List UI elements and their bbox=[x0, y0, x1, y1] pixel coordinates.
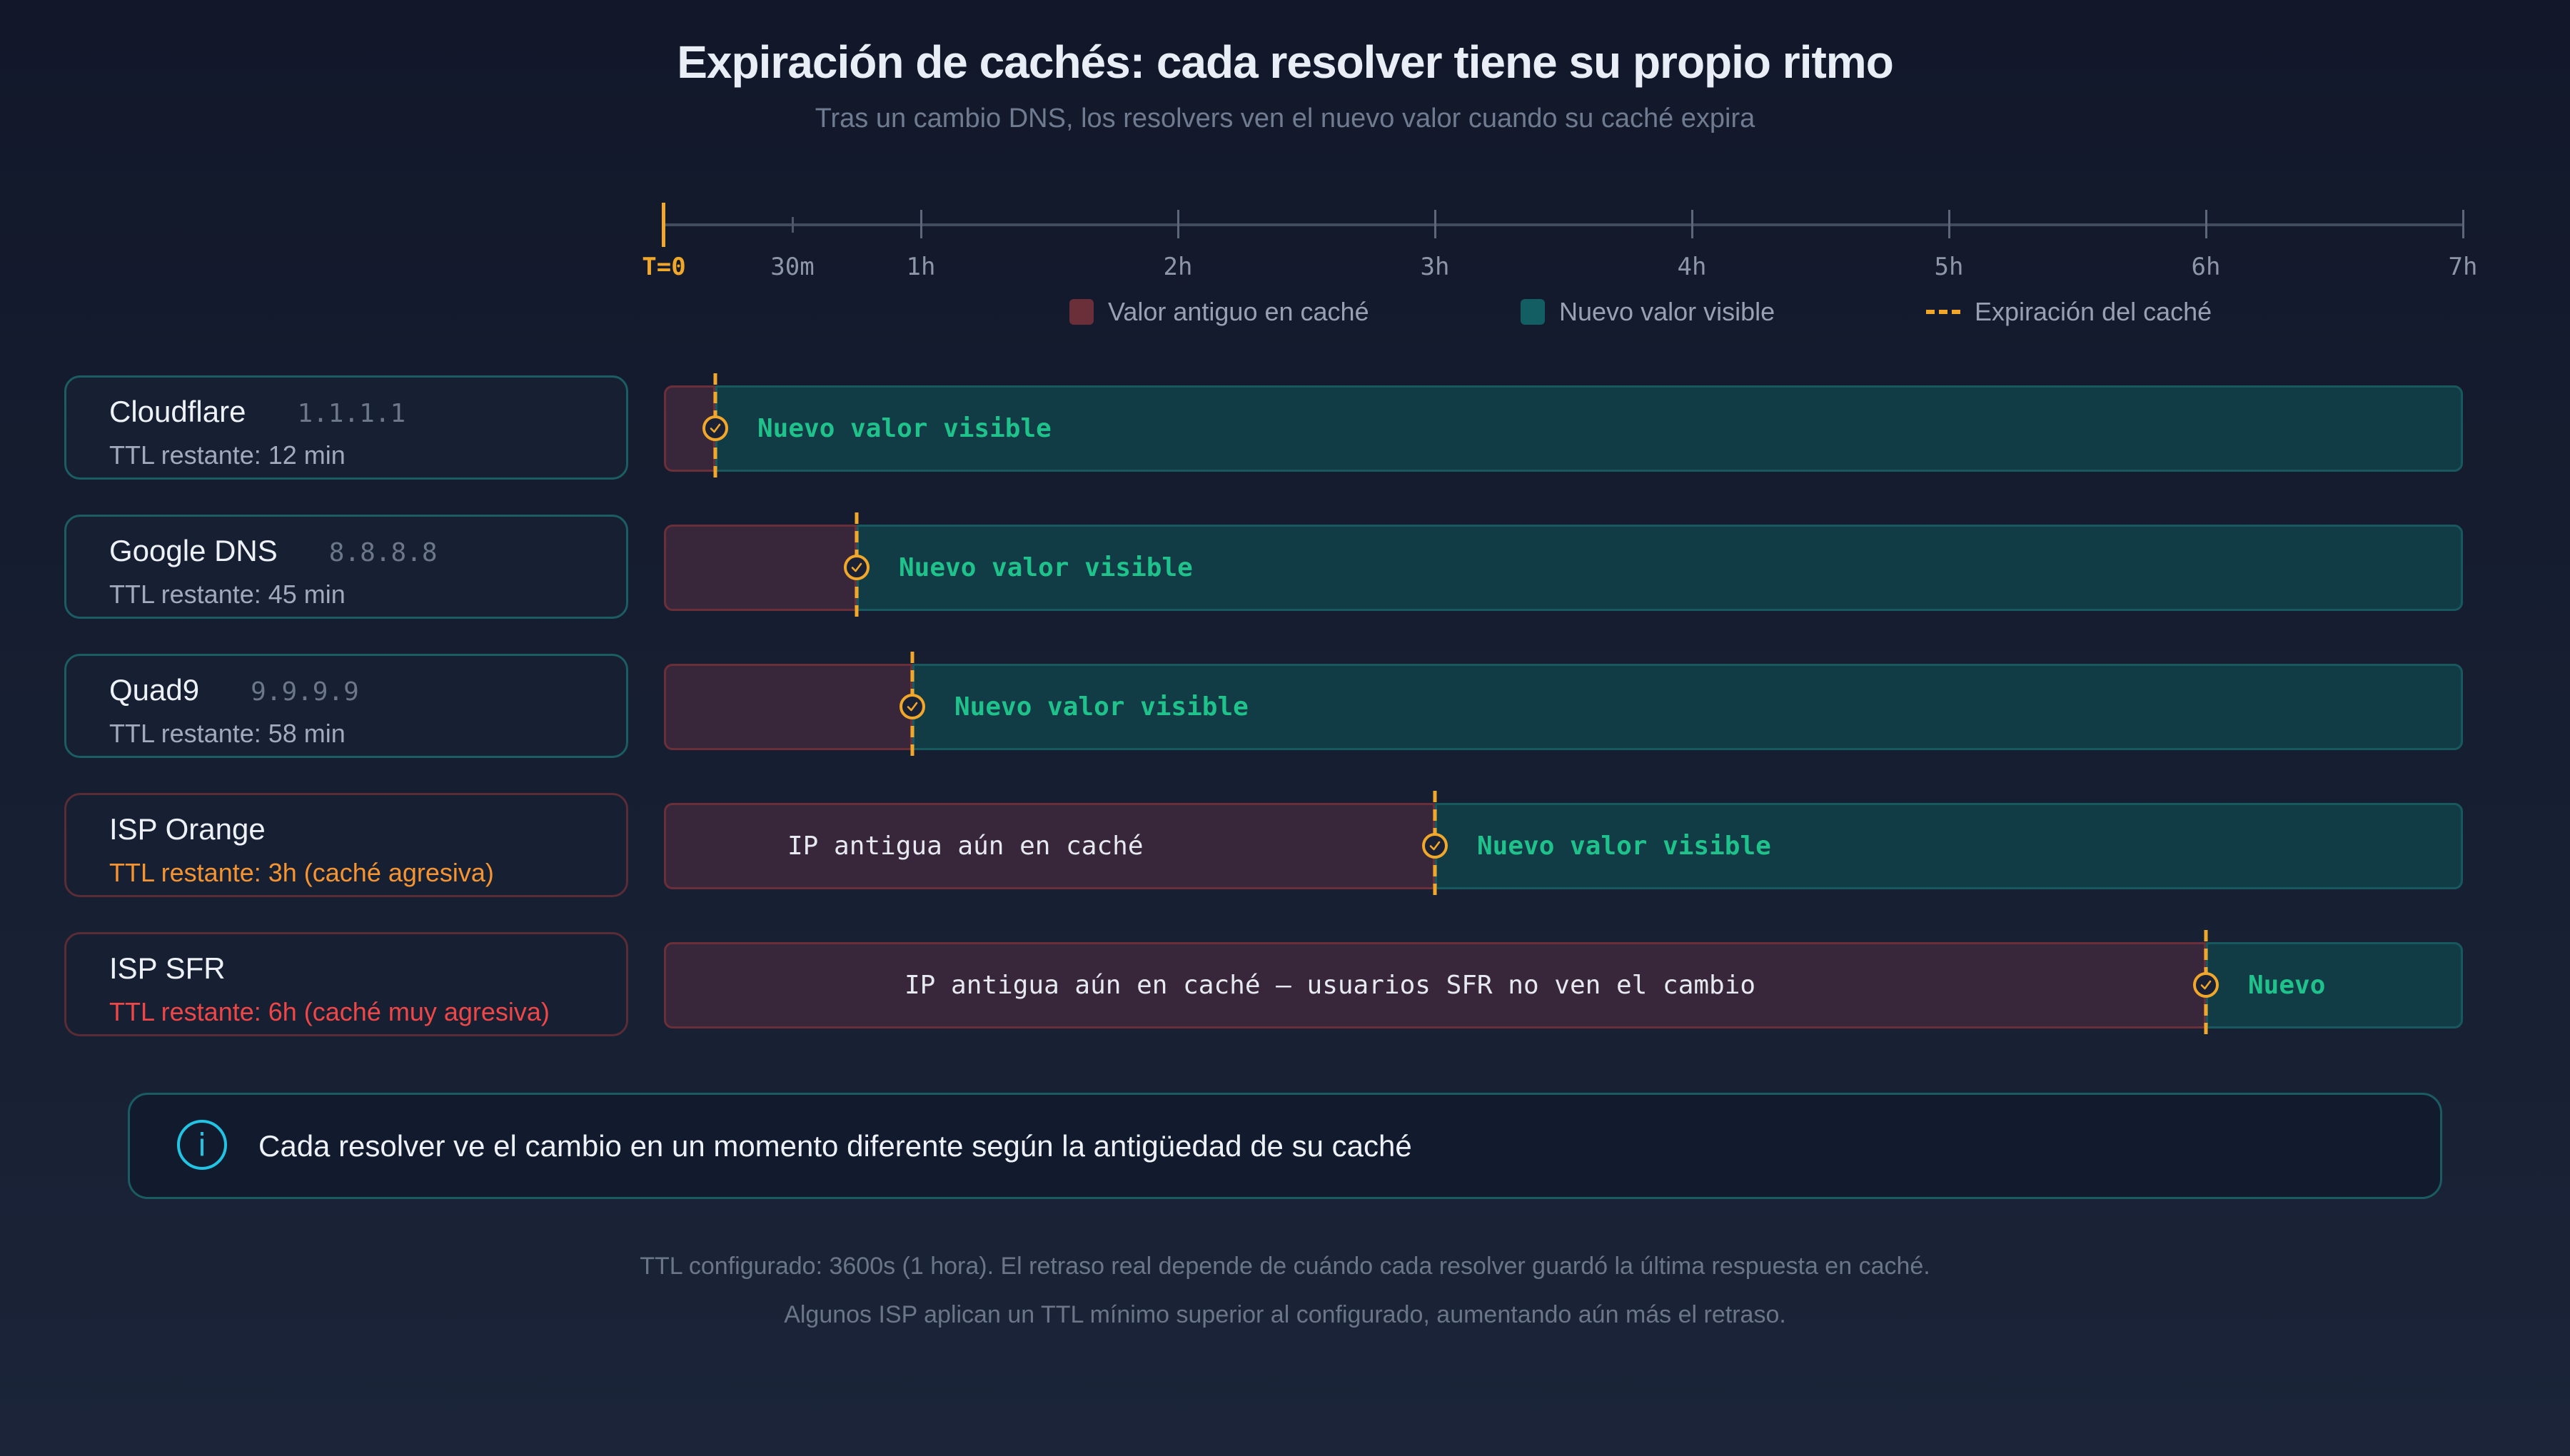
old-value-bar bbox=[664, 525, 857, 611]
resolver-ttl: TTL restante: 6h (caché muy agresiva) bbox=[109, 997, 550, 1026]
new-value-bar: Nuevo valor visible bbox=[912, 664, 2463, 750]
resolver-name-text: ISP SFR bbox=[109, 951, 226, 985]
resolver-name: ISP SFR bbox=[109, 951, 226, 986]
resolver-name-text: Quad9 bbox=[109, 673, 200, 707]
checkmark-circle-icon bbox=[702, 415, 728, 441]
old-value-bar: IP antigua aún en caché — usuarios SFR n… bbox=[664, 942, 2206, 1028]
resolver-name: Cloudflare 1.1.1.1 bbox=[109, 395, 405, 429]
footer-note-1: TTL configurado: 3600s (1 hora). El retr… bbox=[640, 1253, 1930, 1280]
axis-tick-label: 6h bbox=[2191, 253, 2221, 281]
axis-tick bbox=[2205, 210, 2207, 238]
new-value-label: Nuevo valor visible bbox=[1477, 831, 1771, 861]
resolver-card: Quad9 9.9.9.9 TTL restante: 58 min bbox=[64, 654, 628, 758]
new-value-label: Nuevo valor visible bbox=[954, 692, 1249, 722]
new-value-label: Nuevo valor visible bbox=[899, 553, 1193, 582]
resolver-name-text: ISP Orange bbox=[109, 812, 266, 846]
old-value-swatch-icon bbox=[1069, 299, 1094, 325]
new-value-label: Nuevo bbox=[2248, 971, 2326, 1000]
new-value-label: Nuevo valor visible bbox=[757, 414, 1052, 443]
new-value-bar: Nuevo bbox=[2206, 942, 2463, 1028]
axis-tick-label: 7h bbox=[2448, 253, 2478, 281]
resolver-ip: 1.1.1.1 bbox=[297, 399, 406, 428]
dashed-line-icon bbox=[1926, 310, 1960, 314]
legend-label-new: Nuevo valor visible bbox=[1559, 297, 1775, 326]
new-value-bar: Nuevo valor visible bbox=[715, 385, 2463, 472]
checkmark-circle-icon bbox=[2193, 972, 2219, 998]
footer-note-2: Algunos ISP aplican un TTL mínimo superi… bbox=[784, 1301, 1786, 1328]
info-icon: i bbox=[177, 1120, 227, 1170]
resolver-ttl: TTL restante: 45 min bbox=[109, 580, 346, 609]
new-value-bar: Nuevo valor visible bbox=[857, 525, 2463, 611]
checkmark-circle-icon bbox=[900, 694, 925, 719]
checkmark-circle-icon bbox=[844, 555, 870, 580]
resolver-card: Cloudflare 1.1.1.1 TTL restante: 12 min bbox=[64, 375, 628, 480]
resolver-name-text: Cloudflare bbox=[109, 395, 246, 428]
resolver-ip: 8.8.8.8 bbox=[328, 538, 438, 567]
resolver-ttl: TTL restante: 58 min bbox=[109, 719, 346, 748]
old-value-bar bbox=[664, 664, 912, 750]
new-value-swatch-icon bbox=[1521, 299, 1545, 325]
legend-item-old: Valor antiguo en caché bbox=[1069, 294, 1369, 330]
axis-tick-label: 5h bbox=[1934, 253, 1964, 281]
axis-tick bbox=[2462, 210, 2464, 238]
resolver-name: Quad9 9.9.9.9 bbox=[109, 673, 359, 707]
old-value-bar: IP antigua aún en caché bbox=[664, 803, 1435, 889]
resolver-ttl: TTL restante: 3h (caché agresiva) bbox=[109, 858, 494, 887]
axis-tick-label: 30m bbox=[770, 253, 815, 281]
axis-line bbox=[664, 223, 2463, 226]
axis-tick bbox=[920, 210, 922, 238]
info-callout: i Cada resolver ve el cambio en un momen… bbox=[128, 1093, 2442, 1199]
axis-tick-label: 2h bbox=[1163, 253, 1193, 281]
axis-tick bbox=[792, 217, 794, 233]
chart-title: Expiración de cachés: cada resolver tien… bbox=[677, 36, 1894, 88]
chart-subtitle: Tras un cambio DNS, los resolvers ven el… bbox=[815, 103, 1755, 133]
legend-label-expiry: Expiración del caché bbox=[1975, 297, 2212, 326]
resolver-card: ISP SFR TTL restante: 6h (caché muy agres… bbox=[64, 932, 628, 1036]
axis-tick bbox=[1691, 210, 1693, 238]
resolver-name-text: Google DNS bbox=[109, 534, 278, 567]
axis-tick-label: T=0 bbox=[642, 253, 686, 281]
old-value-label: IP antigua aún en caché — usuarios SFR n… bbox=[904, 971, 1756, 1000]
axis-tick-label: 3h bbox=[1420, 253, 1450, 281]
legend-item-new: Nuevo valor visible bbox=[1521, 294, 1775, 330]
old-value-label: IP antigua aún en caché bbox=[787, 831, 1144, 861]
info-text: Cada resolver ve el cambio en un momento… bbox=[258, 1129, 1412, 1163]
new-value-bar: Nuevo valor visible bbox=[1435, 803, 2463, 889]
legend-label-old: Valor antiguo en caché bbox=[1108, 297, 1369, 326]
axis-tick bbox=[1177, 210, 1179, 238]
legend-item-expiry: Expiración del caché bbox=[1926, 294, 2212, 330]
axis-tick bbox=[1434, 210, 1436, 238]
axis-tick-label: 4h bbox=[1677, 253, 1707, 281]
resolver-name: ISP Orange bbox=[109, 812, 266, 846]
resolver-name: Google DNS 8.8.8.8 bbox=[109, 534, 438, 568]
axis-tick bbox=[1948, 210, 1950, 238]
resolver-ttl: TTL restante: 12 min bbox=[109, 440, 346, 470]
resolver-card: Google DNS 8.8.8.8 TTL restante: 45 min bbox=[64, 515, 628, 619]
axis-tick-zero bbox=[662, 203, 665, 247]
checkmark-circle-icon bbox=[1422, 833, 1448, 859]
resolver-ip: 9.9.9.9 bbox=[251, 677, 359, 707]
resolver-card: ISP Orange TTL restante: 3h (caché agresi… bbox=[64, 793, 628, 897]
axis-tick-label: 1h bbox=[906, 253, 936, 281]
